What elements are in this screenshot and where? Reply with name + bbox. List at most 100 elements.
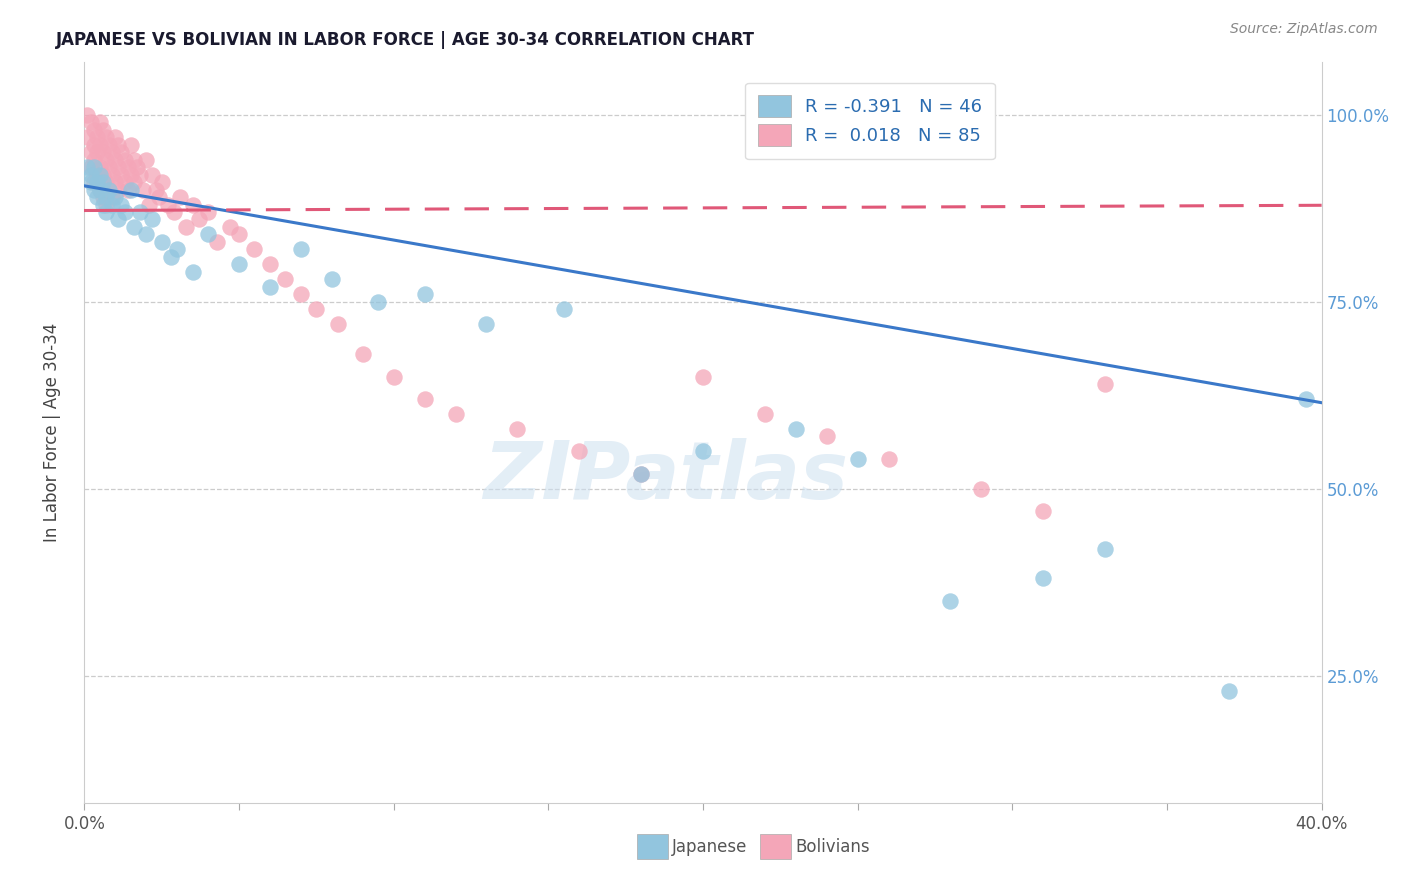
Point (129, 168, 152, 182)
Point (76, 108, 98, 122)
Point (138, 197, 160, 211)
Point (228, 227, 250, 242)
Point (107, 183, 129, 197)
Point (176, 219, 198, 234)
Point (1094, 541, 1116, 556)
Point (83, 175, 105, 189)
Point (101, 168, 124, 182)
Point (110, 197, 132, 211)
Point (117, 183, 139, 197)
Point (91, 190, 114, 204)
Point (181, 265, 204, 279)
Point (1032, 571, 1054, 585)
Point (98, 160, 121, 174)
Point (91, 145, 114, 160)
Point (692, 369, 714, 384)
Point (141, 168, 163, 182)
Point (145, 183, 167, 197)
Point (76, 160, 98, 174)
Point (413, 287, 436, 301)
Point (122, 219, 145, 234)
Point (444, 407, 467, 421)
Point (83, 122, 105, 136)
Text: Bolivians: Bolivians (796, 838, 870, 855)
Point (122, 153, 145, 167)
Point (86, 175, 108, 189)
Point (132, 183, 155, 197)
Point (79, 115, 101, 129)
Point (120, 183, 142, 197)
Point (114, 175, 136, 189)
Point (120, 168, 142, 182)
Point (98, 137, 121, 152)
Point (1295, 392, 1317, 406)
Point (89, 183, 111, 197)
Point (125, 160, 148, 174)
Point (228, 257, 250, 271)
Point (94, 175, 117, 189)
Point (94, 197, 117, 211)
Point (122, 175, 145, 189)
Point (305, 302, 328, 317)
Y-axis label: In Labor Force | Age 30-34: In Labor Force | Age 30-34 (42, 323, 60, 542)
Point (94, 205, 117, 219)
Point (413, 392, 436, 406)
Point (970, 482, 993, 496)
Point (89, 183, 111, 197)
Point (86, 190, 108, 204)
Point (150, 175, 173, 189)
Point (382, 369, 405, 384)
Point (91, 175, 114, 189)
Point (86, 168, 108, 182)
Point (321, 272, 343, 286)
Point (107, 137, 129, 152)
Point (94, 190, 117, 204)
Point (877, 451, 900, 466)
Point (630, 467, 652, 481)
Point (86, 145, 108, 160)
Point (101, 190, 124, 204)
Point (104, 190, 127, 204)
Point (120, 137, 142, 152)
Point (114, 205, 136, 219)
Point (939, 594, 962, 608)
Point (89, 137, 111, 152)
Point (101, 197, 124, 211)
Point (148, 190, 170, 204)
Point (83, 160, 105, 174)
Point (187, 212, 209, 227)
Point (846, 451, 869, 466)
Point (107, 160, 129, 174)
Point (163, 205, 186, 219)
Point (290, 287, 312, 301)
Point (101, 145, 124, 160)
Point (79, 175, 101, 189)
Point (352, 347, 374, 361)
Point (692, 444, 714, 458)
Point (110, 145, 132, 160)
Point (135, 227, 157, 242)
Point (104, 130, 127, 145)
Point (86, 130, 108, 145)
Point (259, 280, 281, 294)
Text: Japanese: Japanese (672, 838, 747, 855)
Point (166, 243, 188, 257)
Text: ZIPatlas: ZIPatlas (484, 438, 848, 516)
Point (1094, 377, 1116, 392)
Point (197, 205, 219, 219)
Point (114, 153, 136, 167)
Point (259, 257, 281, 271)
Point (117, 160, 139, 174)
Point (79, 168, 101, 182)
Point (79, 145, 101, 160)
Point (1032, 504, 1054, 518)
Point (169, 190, 191, 204)
Point (91, 122, 114, 136)
Point (94, 130, 117, 145)
Legend: R = -0.391   N = 46, R =  0.018   N = 85: R = -0.391 N = 46, R = 0.018 N = 85 (745, 83, 994, 159)
Point (89, 160, 111, 174)
Point (91, 168, 114, 182)
Point (89, 168, 111, 182)
Point (785, 422, 807, 436)
Point (243, 243, 266, 257)
